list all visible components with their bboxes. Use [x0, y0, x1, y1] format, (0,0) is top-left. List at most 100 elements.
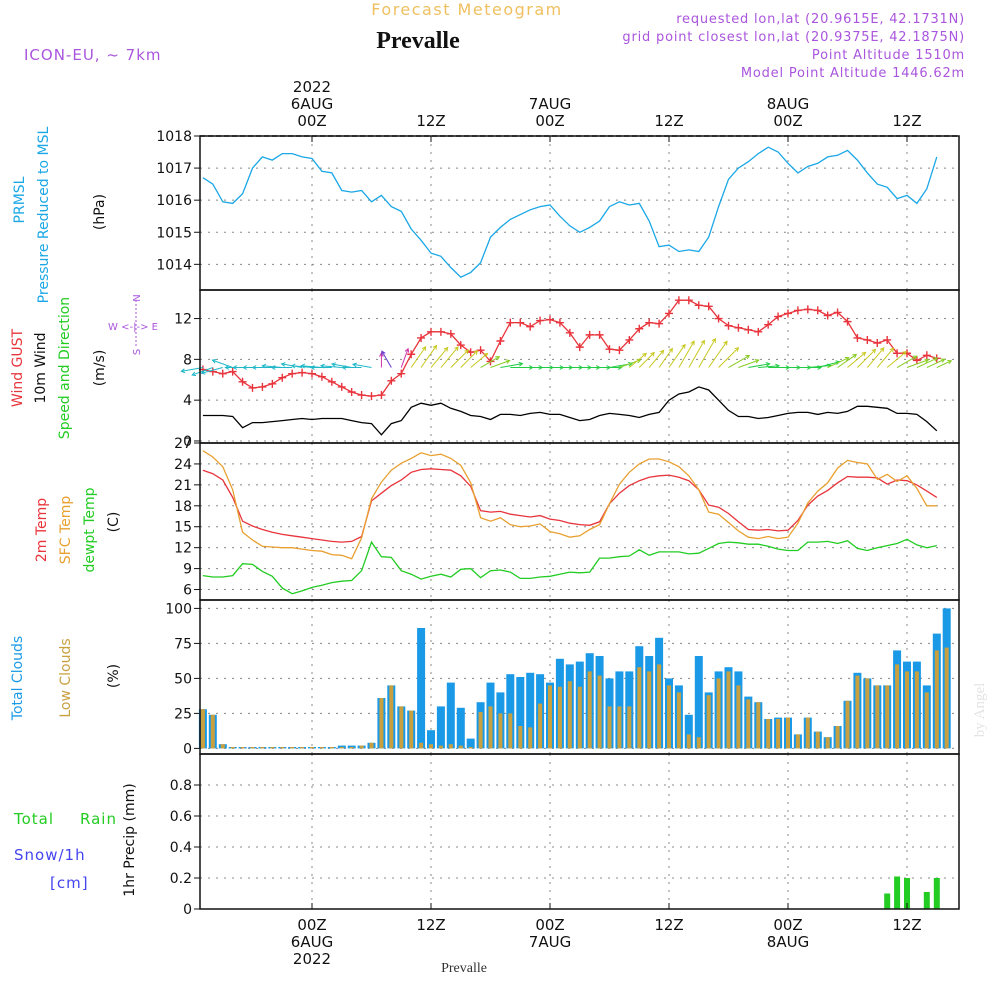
wind-arrow-head	[734, 346, 740, 352]
wind-arrow	[201, 367, 223, 374]
low-cloud-bar	[597, 675, 602, 749]
gust-marker	[526, 322, 535, 331]
wind-arrow-head	[518, 361, 524, 367]
total-cloud-bar	[694, 656, 703, 749]
wind-arrow-head	[300, 363, 306, 369]
wind-arrow	[668, 344, 686, 368]
low-cloud-bar	[210, 714, 215, 749]
low-cloud-bar	[885, 685, 890, 749]
low-cloud-bar	[438, 745, 443, 749]
label-total-clouds: Total Clouds	[10, 636, 26, 721]
low-cloud-bar	[329, 747, 334, 749]
low-cloud-bar	[607, 706, 612, 749]
gust-marker	[893, 349, 902, 358]
wind-arrow-head	[309, 365, 315, 370]
low-cloud-bar	[657, 664, 662, 749]
label-total: Total	[13, 810, 54, 828]
gust-marker	[218, 369, 227, 378]
wind-arrow-head	[628, 361, 634, 367]
gust-marker	[536, 316, 545, 325]
gust-marker	[645, 318, 654, 327]
y-tick-label: 25	[174, 706, 192, 722]
wind-arrow-head	[889, 347, 895, 353]
gust-marker	[387, 376, 396, 385]
model-label: ICON-EU, ~ 7km	[24, 46, 162, 64]
y-tick-label: 1014	[156, 257, 192, 273]
wind-arrow	[440, 346, 459, 368]
wind-arrow-head	[330, 362, 336, 367]
gust-marker	[278, 373, 287, 382]
wind-arrow-head	[473, 350, 479, 355]
low-cloud-bar	[280, 747, 285, 749]
wind-arrow	[400, 348, 409, 368]
wind-arrow	[916, 357, 938, 368]
gust-marker	[813, 306, 822, 315]
low-cloud-bar	[220, 744, 225, 749]
total-cloud-bar	[446, 682, 455, 749]
low-cloud-bar	[786, 717, 790, 749]
top-time-label: 12Z	[654, 112, 683, 130]
gust-marker	[784, 309, 792, 318]
wind-arrow-head	[319, 363, 325, 369]
wind-arrow	[678, 340, 695, 368]
gust-marker	[546, 315, 554, 324]
label-2m-temp: 2m Temp	[34, 498, 50, 562]
low-cloud-bar	[934, 650, 939, 749]
total-cloud-bar	[466, 738, 475, 749]
label-10m-wind: 10m Wind	[33, 332, 49, 403]
y-tick-label: 0	[183, 741, 192, 757]
chart-title: Prevalle	[376, 28, 460, 54]
low-cloud-bar	[795, 734, 800, 749]
y-tick-label: 75	[174, 636, 192, 652]
low-cloud-bar	[200, 709, 205, 749]
total-cloud-bar	[506, 674, 515, 749]
wind-arrow	[876, 347, 894, 368]
gust-marker	[377, 391, 386, 400]
bottom-time-label: 12Z	[654, 916, 683, 934]
gust-marker	[208, 367, 217, 376]
label-c: (C)	[106, 512, 122, 533]
low-cloud-bar	[746, 699, 751, 749]
gust-marker	[456, 341, 465, 350]
gust-marker	[298, 368, 307, 377]
low-cloud-bar	[389, 685, 394, 749]
wind-arrow	[886, 351, 907, 368]
gust-marker	[863, 335, 872, 344]
wind-arrow-head	[912, 355, 918, 360]
wind-arrow	[748, 363, 770, 369]
credit-watermark: by Angel	[972, 683, 988, 738]
wind-arrow	[320, 365, 342, 369]
y-tick-label: 0.4	[170, 840, 192, 856]
wind-arrow	[430, 347, 449, 368]
low-cloud-bar	[637, 667, 642, 749]
low-cloud-bar	[409, 710, 414, 749]
top-time-label: 00Z	[535, 112, 564, 130]
rain-bar	[933, 878, 940, 909]
gust-marker	[635, 324, 644, 333]
wind-arrow-head	[495, 356, 501, 361]
top-time-label: 12Z	[416, 112, 445, 130]
total-cloud-bar	[427, 730, 435, 749]
wind-arrow	[896, 355, 918, 368]
y-tick-label: 9	[183, 562, 192, 578]
low-cloud-bar	[508, 713, 513, 749]
compass-s: S	[132, 349, 143, 355]
gust-marker	[367, 392, 376, 401]
low-cloud-bar	[756, 702, 761, 749]
total-cloud-bar	[684, 714, 693, 749]
wind-arrow-head	[505, 359, 511, 364]
top-time-label: 00Z	[773, 112, 802, 130]
wind-arrow	[847, 351, 866, 368]
gridpoint-coords: grid point closest lon,lat (20.9375E, 42…	[622, 30, 965, 45]
gust-line	[202, 299, 937, 397]
y-tick-label: 1016	[156, 193, 192, 209]
rain-bar	[894, 876, 901, 909]
wind-arrow	[708, 341, 728, 368]
wind-arrow-head	[933, 357, 939, 362]
wind-arrow-head	[191, 371, 197, 377]
low-cloud-bar	[458, 745, 463, 749]
rain-bar	[884, 893, 891, 909]
temp-2m-line	[202, 468, 938, 543]
wind-speed-line	[202, 386, 938, 436]
low-cloud-bar	[478, 712, 483, 749]
